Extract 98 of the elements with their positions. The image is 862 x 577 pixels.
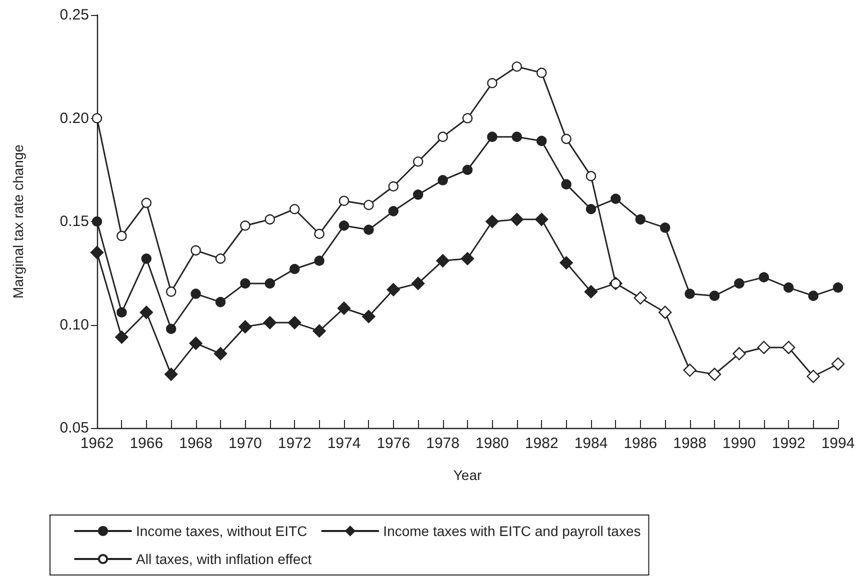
point <box>438 175 448 186</box>
point <box>166 324 176 334</box>
point <box>610 278 621 289</box>
x-tick-label: 1994 <box>821 435 855 452</box>
point <box>190 288 201 299</box>
point <box>164 368 178 381</box>
point <box>808 290 818 301</box>
point <box>362 310 376 324</box>
point <box>215 296 226 308</box>
point <box>584 285 598 298</box>
point <box>462 113 473 124</box>
point <box>536 68 547 78</box>
point <box>240 278 250 289</box>
point <box>141 198 152 208</box>
point <box>337 302 351 315</box>
x-tick-label: 1974 <box>327 435 361 452</box>
y-tick-label: 0.25 <box>60 6 89 24</box>
point <box>487 132 498 142</box>
x-tick-label: 1982 <box>524 435 558 452</box>
point <box>535 212 548 226</box>
x-tick-label: 1976 <box>376 435 410 452</box>
point <box>290 264 300 274</box>
y-tick-label: 0.10 <box>60 316 89 334</box>
point <box>412 276 425 290</box>
point <box>610 194 621 204</box>
point <box>561 179 572 190</box>
point <box>388 181 398 192</box>
point <box>512 62 522 72</box>
point <box>338 196 350 206</box>
point <box>413 190 424 200</box>
point <box>141 254 152 264</box>
point <box>90 246 104 260</box>
y-tick-label: 0.15 <box>60 213 89 230</box>
x-tick-label: 1966 <box>130 435 164 452</box>
point <box>288 316 302 330</box>
point <box>684 288 695 299</box>
point <box>462 164 473 175</box>
point <box>784 282 794 293</box>
point <box>386 283 400 296</box>
point <box>510 212 524 226</box>
x-tick-label: 1984 <box>574 435 608 452</box>
legend-label: Income taxes, without EITC <box>136 523 308 539</box>
point <box>264 214 275 225</box>
point <box>460 252 474 266</box>
point <box>436 254 450 268</box>
point <box>214 347 228 360</box>
point <box>486 214 499 228</box>
point <box>189 336 202 350</box>
point <box>758 272 769 282</box>
y-tick-label: 0.05 <box>60 420 89 436</box>
point <box>586 204 596 214</box>
point <box>512 132 522 142</box>
point <box>215 254 226 264</box>
x-tick-label: 1962 <box>80 435 114 452</box>
x-tick-label: 1968 <box>179 435 212 452</box>
x-tick-label: 1986 <box>624 435 658 452</box>
point <box>364 200 374 210</box>
x-axis-title: Year <box>453 467 482 483</box>
point <box>338 220 350 231</box>
point <box>413 156 424 167</box>
point <box>115 330 128 344</box>
point <box>238 320 252 334</box>
point <box>364 224 374 235</box>
point <box>314 256 324 266</box>
point <box>536 136 547 146</box>
x-tick-label: 1978 <box>426 435 460 452</box>
point <box>560 256 573 270</box>
y-tick-label: 0.20 <box>60 110 89 127</box>
point <box>487 78 498 88</box>
point <box>312 324 326 338</box>
point <box>586 170 596 182</box>
y-axis-title: Marginal tax rate change <box>10 144 26 299</box>
point <box>240 220 250 231</box>
point <box>140 306 153 319</box>
point <box>190 245 201 256</box>
point <box>438 132 448 142</box>
x-tick-label: 1992 <box>772 435 806 452</box>
point <box>388 206 398 216</box>
point <box>264 278 275 289</box>
point <box>314 228 324 239</box>
x-tick-label: 1988 <box>673 435 706 452</box>
legend-label: Income taxes with EITC and payroll taxes <box>383 523 641 539</box>
point <box>116 307 127 318</box>
x-tick-label: 1990 <box>722 435 756 452</box>
point <box>832 282 844 293</box>
point <box>734 278 744 289</box>
point <box>561 134 572 144</box>
point <box>116 230 127 242</box>
point <box>263 316 276 330</box>
point <box>660 222 670 233</box>
point <box>166 286 176 297</box>
point <box>635 214 646 225</box>
x-tick-label: 1980 <box>476 435 509 452</box>
legend-label: All taxes, with inflation effect <box>136 551 312 567</box>
x-tick-label: 1970 <box>228 435 262 452</box>
point <box>709 290 720 301</box>
x-tick-label: 1972 <box>278 435 312 452</box>
point <box>290 204 300 214</box>
